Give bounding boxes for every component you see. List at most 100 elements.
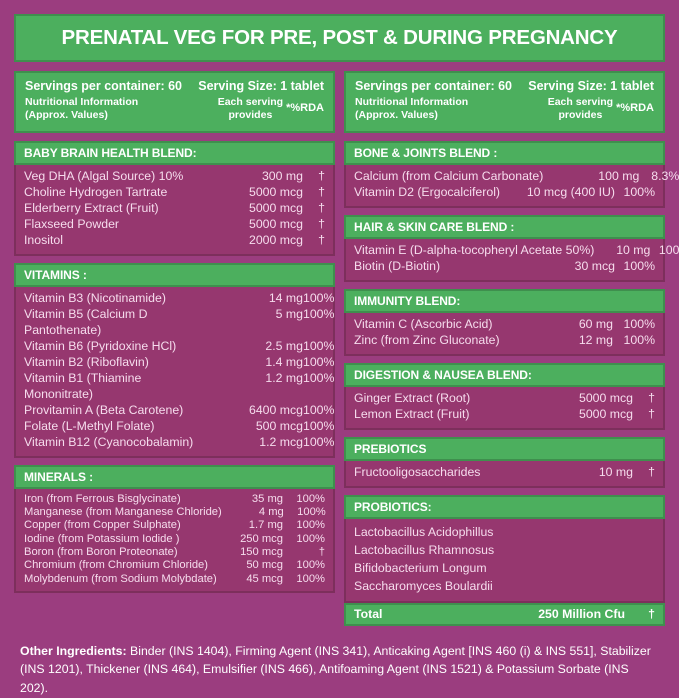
ingredient-rda: † <box>318 216 325 231</box>
ingredient-name: Vitamin B5 (Calcium D <box>24 306 148 321</box>
ingredient-row: Calcium (from Calcium Carbonate) 100 mg … <box>354 169 679 185</box>
ingredient-name: Zinc (from Zinc Gluconate) <box>354 332 500 347</box>
ingredient-rda: 100% <box>303 434 335 449</box>
ingredient-row: Manganese (from Manganese Chloride) 4 mg… <box>24 506 326 519</box>
ingredient-rda: 100% <box>623 332 655 347</box>
ingredient-rda: 100% <box>296 572 325 585</box>
ingredient-name: Vitamin D2 (Ergocalciferol) <box>354 184 501 199</box>
ingredient-name: Vitamin B1 (Thiamine <box>24 370 142 385</box>
probiotic-strain: Saccharomyces Boulardii <box>354 579 493 594</box>
probiotic-strain: Lactobacillus Rhamnosus <box>354 543 495 558</box>
other-ingredients-text: Binder (INS 1404), Firming Agent (INS 34… <box>20 643 651 695</box>
ingredient-amount: 5000 mcg <box>248 200 303 215</box>
ingredient-row: Vitamin B3 (Nicotinamide) 14 mg 100% <box>24 290 335 307</box>
serving-size-right: Serving Size: 1 tablet <box>528 79 654 93</box>
ingredient-row: Elderberry Extract (Fruit) 5000 mcg † <box>24 201 325 217</box>
ingredient-row: Ginger Extract (Root) 5000 mcg † <box>354 391 655 407</box>
ingredient-amount: 1.2 mg <box>265 370 303 385</box>
ingredient-amount: 45 mcg <box>246 572 283 585</box>
ingredient-name: Chromium (from Chromium Chloride) <box>24 559 209 572</box>
section-body: Calcium (from Calcium Carbonate) 100 mg … <box>344 165 679 208</box>
ingredient-amount: 5000 mcg <box>248 216 303 231</box>
ingredient-rda: 100% <box>297 506 326 519</box>
ingredient-name: Molybdenum (from Sodium Molybdate) <box>24 572 217 585</box>
nutritional-information-left: Nutritional Information (Approx. Values) <box>25 96 139 122</box>
ingredient-name: Boron (from Boron Proteonate) <box>24 546 178 559</box>
ingredient-name: Provitamin A (Beta Carotene) <box>24 402 184 417</box>
ingredient-row: Zinc (from Zinc Gluconate) 12 mg 100% <box>354 333 655 349</box>
ingredient-rda: † <box>648 464 655 479</box>
ingredient-amount: 14 mg <box>268 290 303 305</box>
ingredient-amount: 2000 mcg <box>248 232 303 247</box>
ingredient-row: Copper (from Copper Sulphate) 1.7 mg 100… <box>24 519 325 532</box>
ingredient-name-continuation: Mononitrate) <box>24 386 94 401</box>
ingredient-rda: 100% <box>303 290 335 305</box>
servings-per-container-left: Servings per container: 60 <box>25 79 183 93</box>
ingredient-name: Iron (from Ferrous Bisglycinate) <box>24 492 181 505</box>
section-bone-and-joints-blend: BONE & JOINTS BLEND : Calcium (from Calc… <box>344 141 679 208</box>
ingredient-row: Iodine (from Potassium Iodide ) 250 mcg … <box>24 533 325 546</box>
ingredient-rda: 100% <box>623 316 655 331</box>
ingredient-rda: 100% <box>303 354 335 369</box>
total-rda: † <box>648 606 655 621</box>
ingredient-name: Vitamin C (Ascorbic Acid) <box>354 316 493 331</box>
ingredient-name: Fructooligosaccharides <box>354 464 481 479</box>
ingredient-row: Boron (from Boron Proteonate) 150 mcg † <box>24 546 325 559</box>
section-heading: PROBIOTICS: <box>344 494 665 519</box>
section-body: Vitamin C (Ascorbic Acid) 60 mg 100% Zin… <box>344 312 665 356</box>
each-serving-provides-right: Each serving provides <box>547 96 614 121</box>
ingredient-row: Vitamin B12 (Cyanocobalamin) 1.2 mcg 100… <box>24 434 335 451</box>
ingredient-row: Fructooligosaccharides 10 mg † <box>354 465 655 481</box>
ingredient-name: Manganese (from Manganese Chloride) <box>24 506 222 519</box>
ingredient-amount: 300 mg <box>261 169 303 183</box>
ingredient-row: Iron (from Ferrous Bisglycinate) 35 mg 1… <box>24 493 325 506</box>
ingredient-amount: 5 mg <box>275 306 303 321</box>
ingredient-name: Lemon Extract (Fruit) <box>354 406 470 421</box>
ingredient-name: Choline Hydrogen Tartrate <box>24 184 168 199</box>
section-vitamins: VITAMINS : Vitamin B3 (Nicotinamide) 14 … <box>14 262 335 458</box>
ingredient-name: Elderberry Extract (Fruit) <box>24 200 159 215</box>
section-immunity-blend: IMMUNITY BLEND: Vitamin C (Ascorbic Acid… <box>344 288 665 356</box>
ingredient-rda: 100% <box>623 258 655 273</box>
ingredient-amount: 500 mcg <box>255 418 303 433</box>
section-heading: IMMUNITY BLEND: <box>344 288 665 313</box>
ingredient-name: Vitamin B3 (Nicotinamide) <box>24 290 166 305</box>
each-serving-group-left: Each serving provides *%RDA <box>218 96 324 121</box>
probiotics-total-row: Total 250 Million Cfu † <box>344 602 665 626</box>
ingredient-name: Ginger Extract (Root) <box>354 390 471 405</box>
ingredient-name: Flaxseed Powder <box>24 216 120 231</box>
ingredient-amount: 2.5 mg <box>265 338 303 353</box>
serving-row-secondary: Nutritional Information (Approx. Values)… <box>25 96 324 122</box>
total-label: Total <box>354 606 383 621</box>
serving-row-primary: Servings per container: 60 Serving Size:… <box>25 79 324 93</box>
ingredient-rda: † <box>648 390 655 405</box>
ingredient-row: Vitamin B2 (Riboflavin) 1.4 mg 100% <box>24 354 335 371</box>
ingredient-name: Vitamin B12 (Cyanocobalamin) <box>24 434 194 449</box>
ingredient-row: Choline Hydrogen Tartrate 5000 mcg † <box>24 185 325 201</box>
serving-header-right: Servings per container: 60 Serving Size:… <box>344 71 665 133</box>
section-body: Fructooligosaccharides 10 mg † <box>344 460 665 488</box>
ingredient-amount: 5000 mcg <box>578 406 633 421</box>
ingredient-name: Iodine (from Potassium Iodide ) <box>24 532 180 545</box>
rda-mark-left: *%RDA <box>286 101 324 114</box>
nutrition-label-root: PRENATAL VEG FOR PRE, POST & DURING PREG… <box>14 14 679 695</box>
section-heading: DIGESTION & NAUSEA BLEND: <box>344 362 665 387</box>
ingredient-row: Vitamin D2 (Ergocalciferol) 10 mcg (400 … <box>354 185 655 201</box>
ingredient-row: Lemon Extract (Fruit) 5000 mcg † <box>354 407 655 423</box>
ingredient-amount: 50 mcg <box>246 559 283 572</box>
ingredient-rda: † <box>318 546 325 559</box>
ingredient-name: Folate (L-Methyl Folate) <box>24 418 155 433</box>
each-serving-group-right: Each serving provides *%RDA <box>548 96 654 121</box>
ingredient-row: Folate (L-Methyl Folate) 500 mcg 100% <box>24 418 334 435</box>
probiotic-strain: Lactobacillus Acidophillus <box>354 524 494 539</box>
ingredient-amount: 6400 mcg <box>248 402 303 417</box>
section-body: Vitamin B3 (Nicotinamide) 14 mg 100% Vit… <box>14 286 335 458</box>
ingredient-amount: 1.2 mcg <box>259 434 303 449</box>
ingredient-name-continuation: Pantothenate) <box>24 322 102 337</box>
ingredient-amount: 12 mg <box>578 332 613 347</box>
other-ingredients: Other Ingredients: Binder (INS 1404), Fi… <box>14 633 665 698</box>
probiotic-strain: Bifidobacterium Longum <box>354 561 487 576</box>
ingredient-amount: 4 mg <box>258 506 284 519</box>
ingredient-row: Provitamin A (Beta Carotene) 6400 mcg 10… <box>24 402 334 419</box>
ingredient-row: Vitamin B5 (Calcium D 5 mg 100% <box>24 306 334 323</box>
